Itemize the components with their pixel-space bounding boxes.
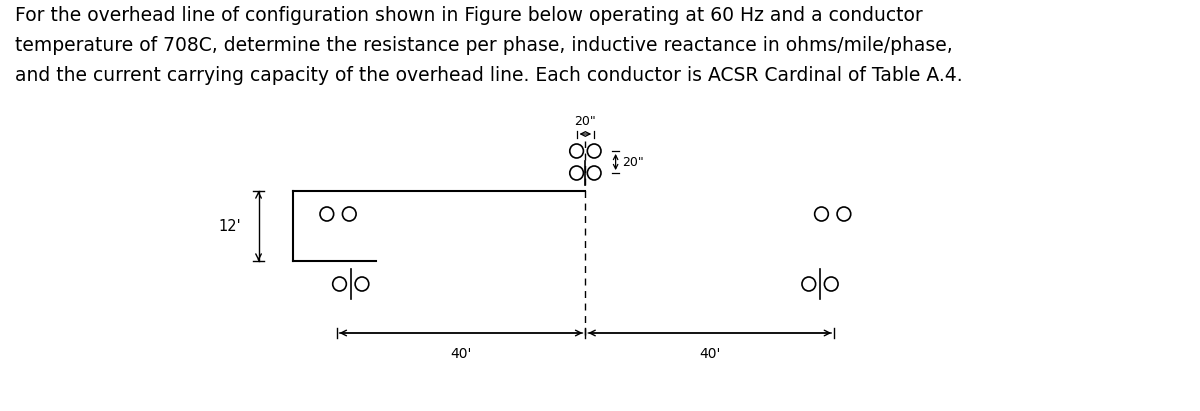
Text: temperature of 708C, determine the resistance per phase, inductive reactance in : temperature of 708C, determine the resis… bbox=[14, 36, 953, 55]
Circle shape bbox=[815, 207, 828, 221]
Circle shape bbox=[824, 277, 838, 291]
Circle shape bbox=[355, 277, 368, 291]
Circle shape bbox=[320, 207, 334, 221]
Circle shape bbox=[802, 277, 816, 291]
Text: 12': 12' bbox=[218, 219, 241, 233]
Text: 40': 40' bbox=[700, 347, 720, 361]
Circle shape bbox=[332, 277, 347, 291]
Circle shape bbox=[587, 144, 601, 158]
Text: and the current carrying capacity of the overhead line. Each conductor is ACSR C: and the current carrying capacity of the… bbox=[14, 66, 962, 85]
Circle shape bbox=[570, 166, 583, 180]
Text: 20": 20" bbox=[623, 155, 644, 169]
Text: For the overhead line of configuration shown in Figure below operating at 60 Hz : For the overhead line of configuration s… bbox=[14, 6, 923, 25]
Circle shape bbox=[838, 207, 851, 221]
Circle shape bbox=[342, 207, 356, 221]
Circle shape bbox=[570, 144, 583, 158]
Text: 20": 20" bbox=[575, 115, 596, 128]
Circle shape bbox=[587, 166, 601, 180]
Text: 40': 40' bbox=[450, 347, 472, 361]
